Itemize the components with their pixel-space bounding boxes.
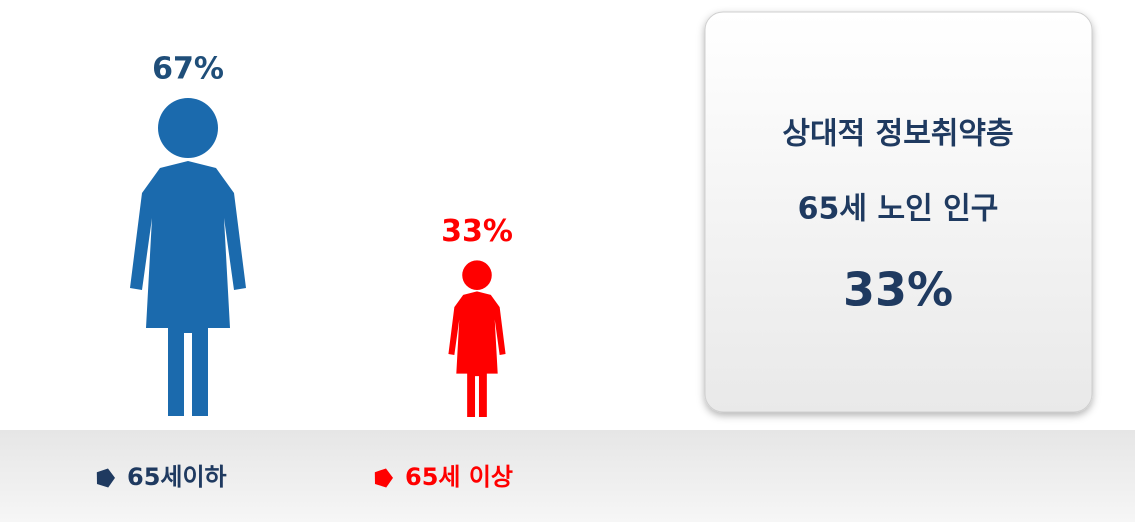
callout-line: 65세 노인 인구: [798, 192, 999, 227]
legend-label: 65세이하: [127, 463, 227, 491]
person-icon: [130, 98, 246, 416]
legend-marker: [374, 468, 393, 488]
callout-box: [704, 11, 1093, 413]
legend-marker: [96, 468, 115, 488]
legend-label: 65세 이상: [405, 463, 513, 491]
person-icon: [448, 260, 506, 418]
legend-band: [0, 430, 1135, 522]
callout-line: 상대적 정보취약층: [782, 117, 1013, 152]
value-label: 33%: [441, 214, 513, 249]
callout-value: 33%: [843, 263, 953, 317]
value-label: 67%: [152, 52, 224, 87]
